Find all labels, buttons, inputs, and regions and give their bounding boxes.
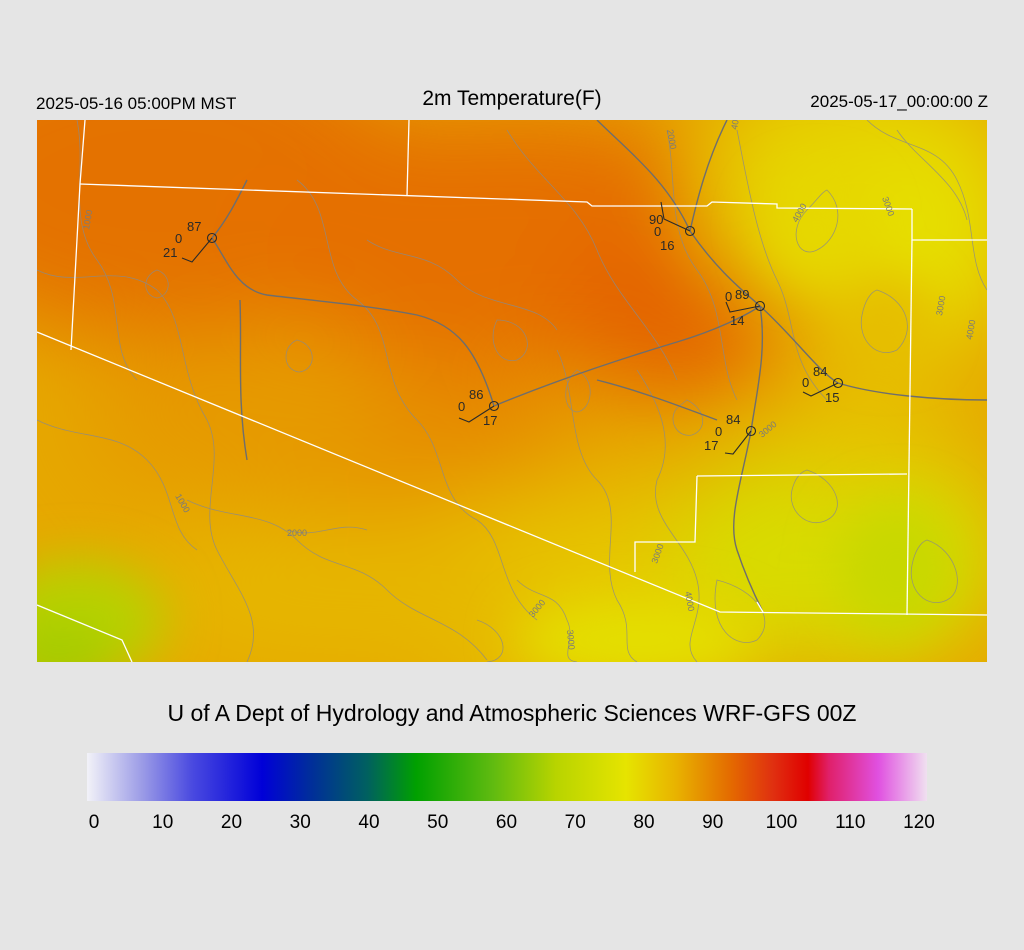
- station-pressure: 0: [725, 289, 732, 304]
- contour-label: 3000: [565, 629, 577, 650]
- valid-local-time: 2025-05-16 05:00PM MST: [36, 94, 237, 113]
- station-dewpoint: 15: [825, 390, 839, 405]
- colorbar-tick-label: 80: [633, 812, 655, 833]
- colorbar-tick-label: 90: [702, 812, 724, 833]
- temperature-colorbar: [87, 753, 927, 801]
- colorbar-tick-label: 120: [903, 812, 935, 833]
- temperature-map: 1000 1000 2000 2000 3000 3000 3000 3000 …: [37, 120, 987, 662]
- station-plot: 86 0 17: [458, 387, 500, 428]
- station-temp: 90: [649, 212, 663, 227]
- station-pressure: 0: [802, 375, 809, 390]
- station-temp: 89: [735, 287, 749, 302]
- contour-label: 4000: [964, 319, 977, 340]
- contour-label: 1000: [81, 209, 94, 230]
- station-pressure: 0: [175, 231, 182, 246]
- station-temp: 84: [813, 364, 827, 379]
- colorbar-tick-label: 30: [289, 812, 311, 833]
- colorbar-tick-label: 50: [427, 812, 449, 833]
- colorbar-tick-label: 40: [358, 812, 380, 833]
- station-plot: 84 0 17: [704, 412, 757, 455]
- station-plot: 90 0 16: [649, 201, 696, 253]
- colorbar-tick-label: 0: [88, 812, 100, 833]
- station-dewpoint: 17: [704, 438, 718, 453]
- station-temp: 84: [726, 412, 740, 427]
- contour-label: 4000: [683, 591, 696, 612]
- station-temp: 86: [469, 387, 483, 402]
- station-plot: 87 0 21: [163, 219, 218, 263]
- model-credit: U of A Dept of Hydrology and Atmospheric…: [167, 700, 857, 726]
- colorbar-tick-label: 60: [495, 812, 518, 833]
- station-pressure: 0: [654, 224, 661, 239]
- station-dewpoint: 17: [483, 413, 497, 428]
- station-pressure: 0: [458, 399, 465, 414]
- station-plot: 84 0 15: [802, 364, 844, 405]
- political-boundaries: [37, 120, 987, 662]
- contour-label: 2000: [287, 528, 307, 538]
- station-temp: 87: [187, 219, 201, 234]
- contour-label: 4000: [729, 120, 742, 130]
- terrain-contours: [37, 120, 987, 662]
- colorbar-tick-label: 100: [765, 812, 798, 833]
- station-plot: 89 0 14: [725, 287, 766, 328]
- colorbar-tick-label: 110: [835, 812, 866, 833]
- map-title: 2m Temperature(F): [422, 87, 602, 110]
- station-plots: 87 0 21 90 0 16 89 0 14 84 0 15: [163, 201, 844, 455]
- station-pressure: 0: [715, 424, 722, 439]
- contour-label: 2000: [665, 129, 678, 150]
- colorbar-tick-label: 10: [152, 812, 174, 833]
- colorbar-labels: 0 10 20 30 40 50 60 70 80 90 100 110 120: [0, 812, 1024, 842]
- colorbar-tick-label: 70: [564, 812, 586, 833]
- station-dewpoint: 21: [163, 245, 177, 260]
- contour-label: 3000: [934, 295, 947, 316]
- colorbar-tick-label: 20: [220, 812, 243, 833]
- station-dewpoint: 16: [660, 238, 674, 253]
- valid-utc-time: 2025-05-17_00:00:00 Z: [810, 92, 988, 111]
- station-dewpoint: 14: [730, 313, 744, 328]
